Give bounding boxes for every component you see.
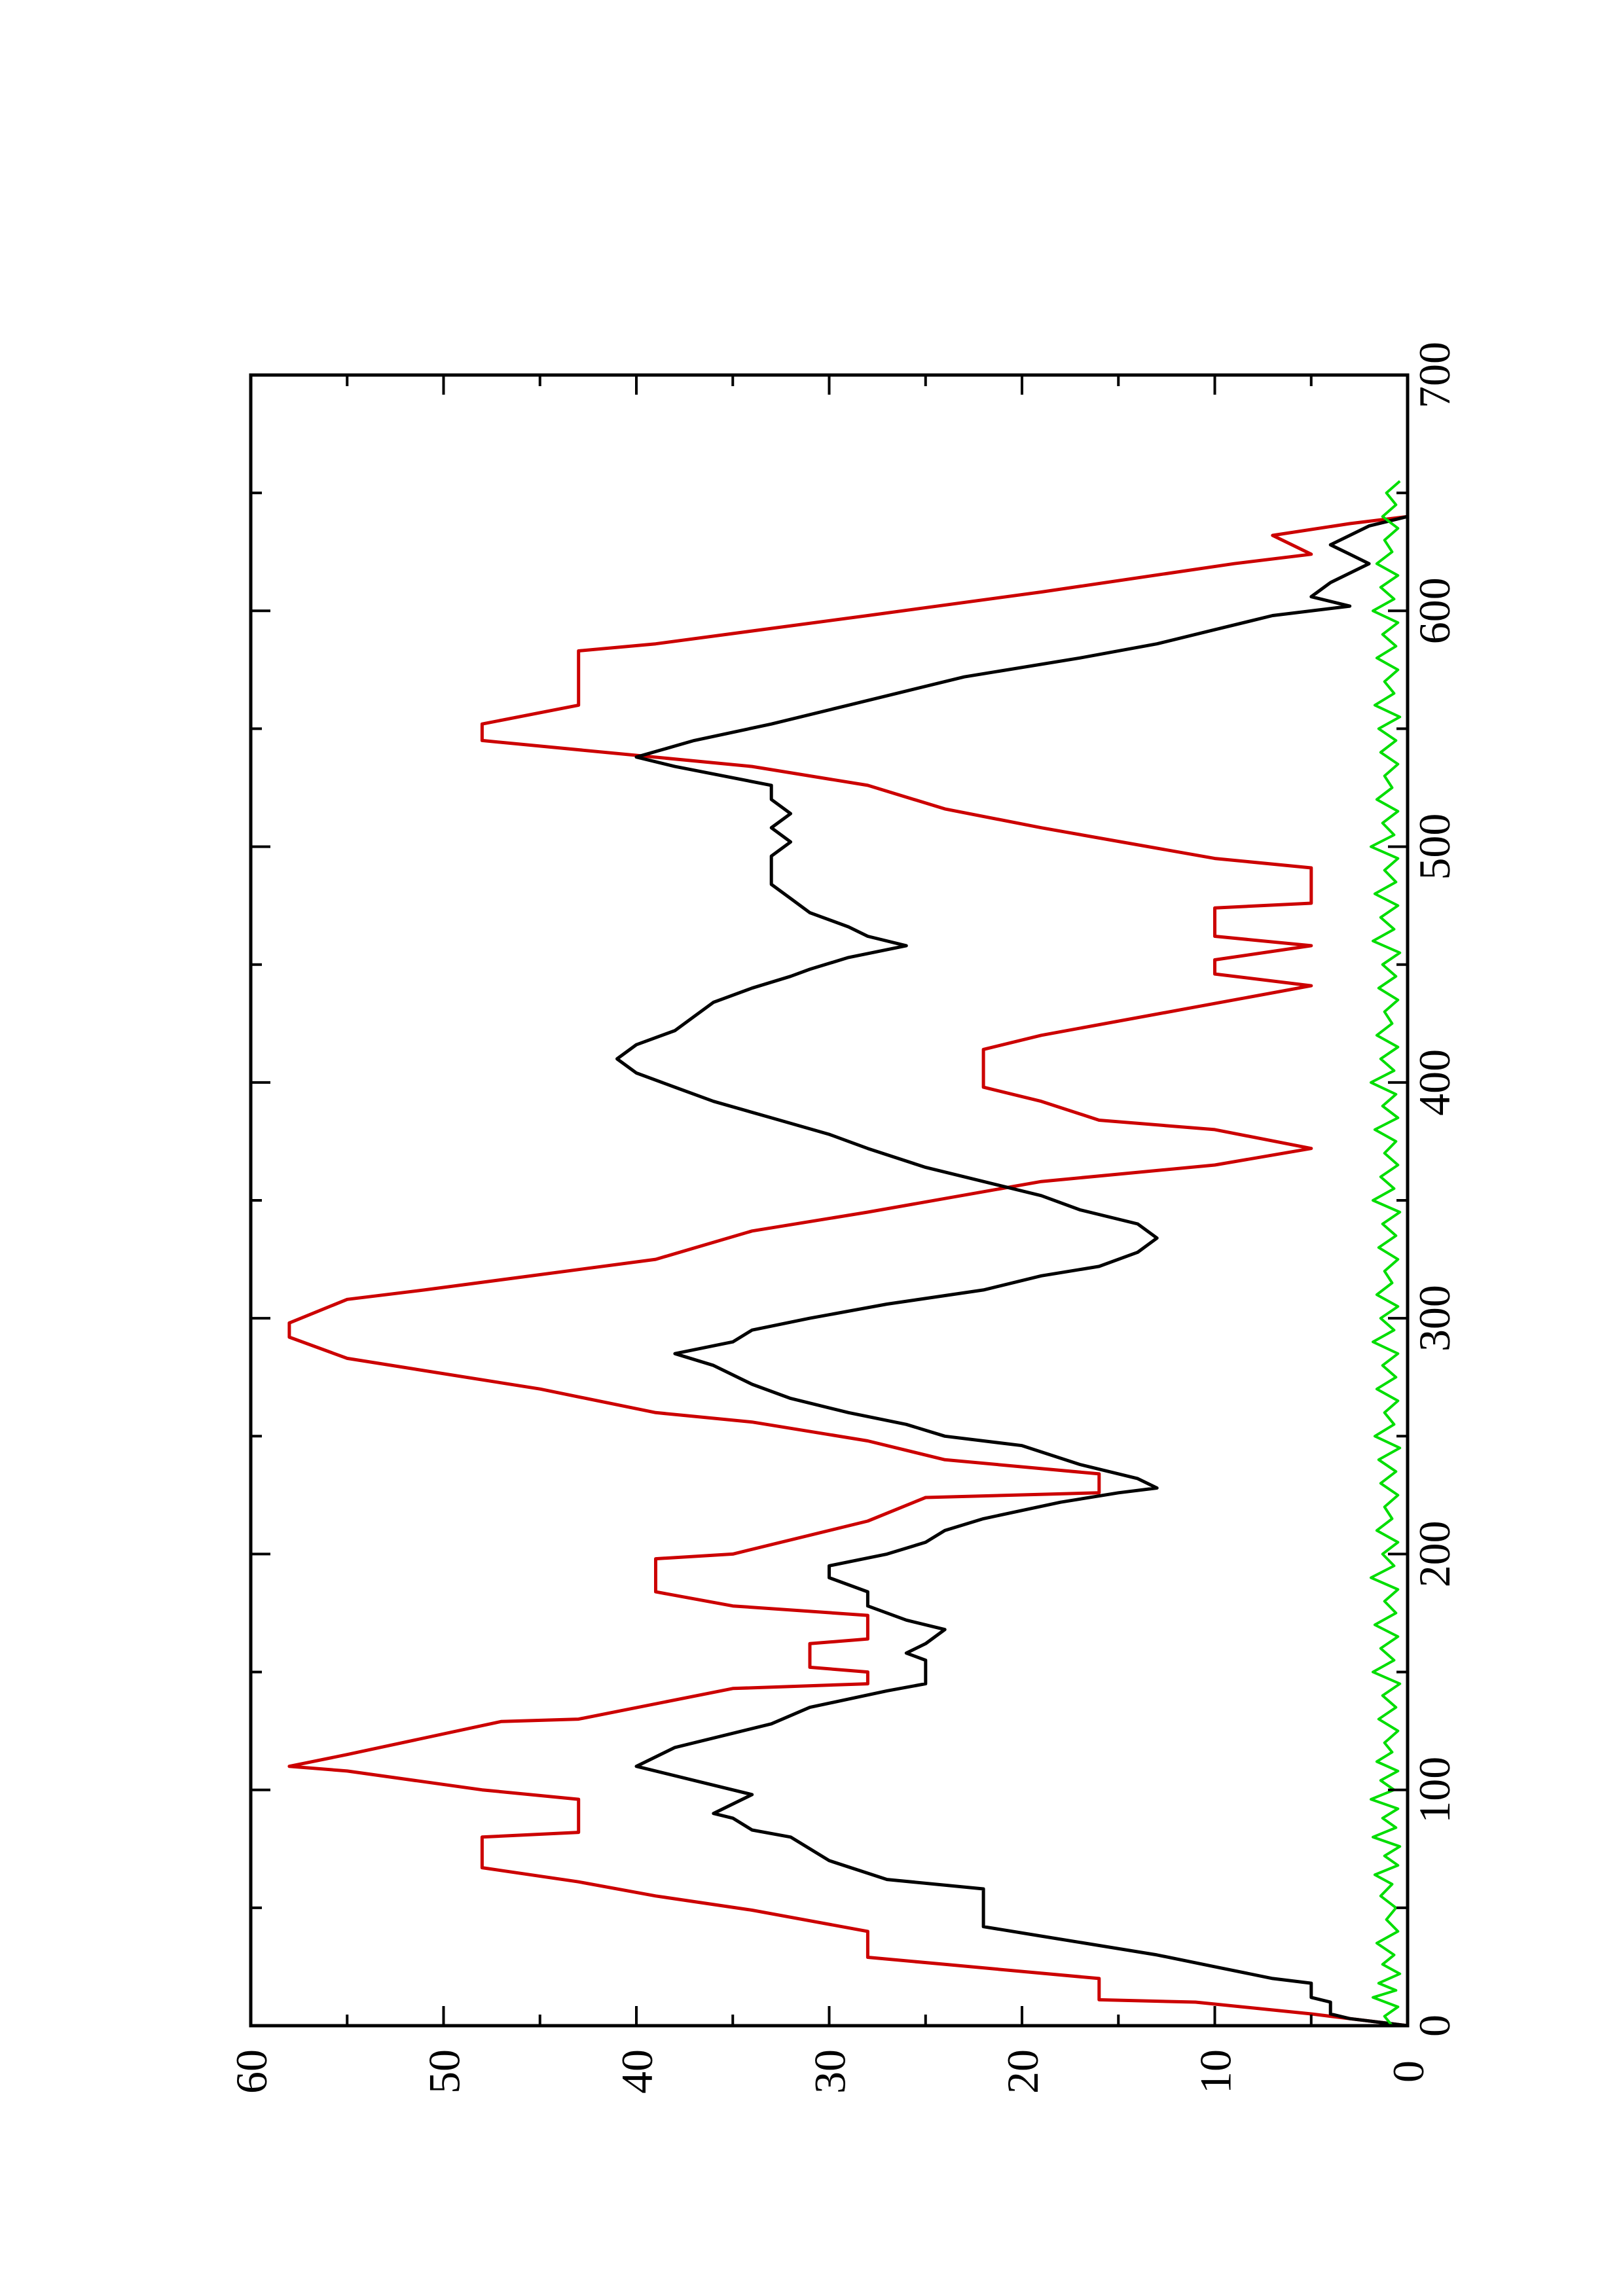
x-tick-label: 100 — [1410, 1757, 1459, 1823]
y-tick-label: 50 — [419, 2049, 469, 2094]
x-tick-label: 300 — [1410, 1285, 1459, 1352]
x-tick-label: 500 — [1410, 814, 1459, 880]
x-tick-label: 200 — [1410, 1520, 1459, 1587]
series-line-3 — [1370, 480, 1402, 2027]
y-tick-label: 10 — [1190, 2049, 1240, 2094]
y-tick-label: 0 — [1383, 2060, 1433, 2083]
x-tick-label: 700 — [1410, 342, 1459, 408]
tick-layer — [249, 374, 1409, 2027]
x-tick-label: 600 — [1410, 577, 1459, 644]
series-line-1 — [287, 514, 1408, 2028]
x-tick-label: 400 — [1410, 1049, 1459, 1116]
y-tick-label: 60 — [227, 2049, 276, 2094]
plot-background — [251, 375, 1408, 2026]
series-line-2 — [615, 514, 1408, 2028]
y-tick-label: 40 — [612, 2049, 662, 2094]
series-layer — [287, 480, 1408, 2028]
y-tick-label: 30 — [805, 2049, 854, 2094]
plot-area — [251, 375, 1408, 2026]
x-tick-label: 0 — [1410, 2015, 1459, 2037]
y-tick-label: 20 — [998, 2049, 1048, 2094]
label-layer: 0 100 200 300 400 500 600 700 0 10 20 30 40 50 60 — [227, 342, 1459, 2094]
